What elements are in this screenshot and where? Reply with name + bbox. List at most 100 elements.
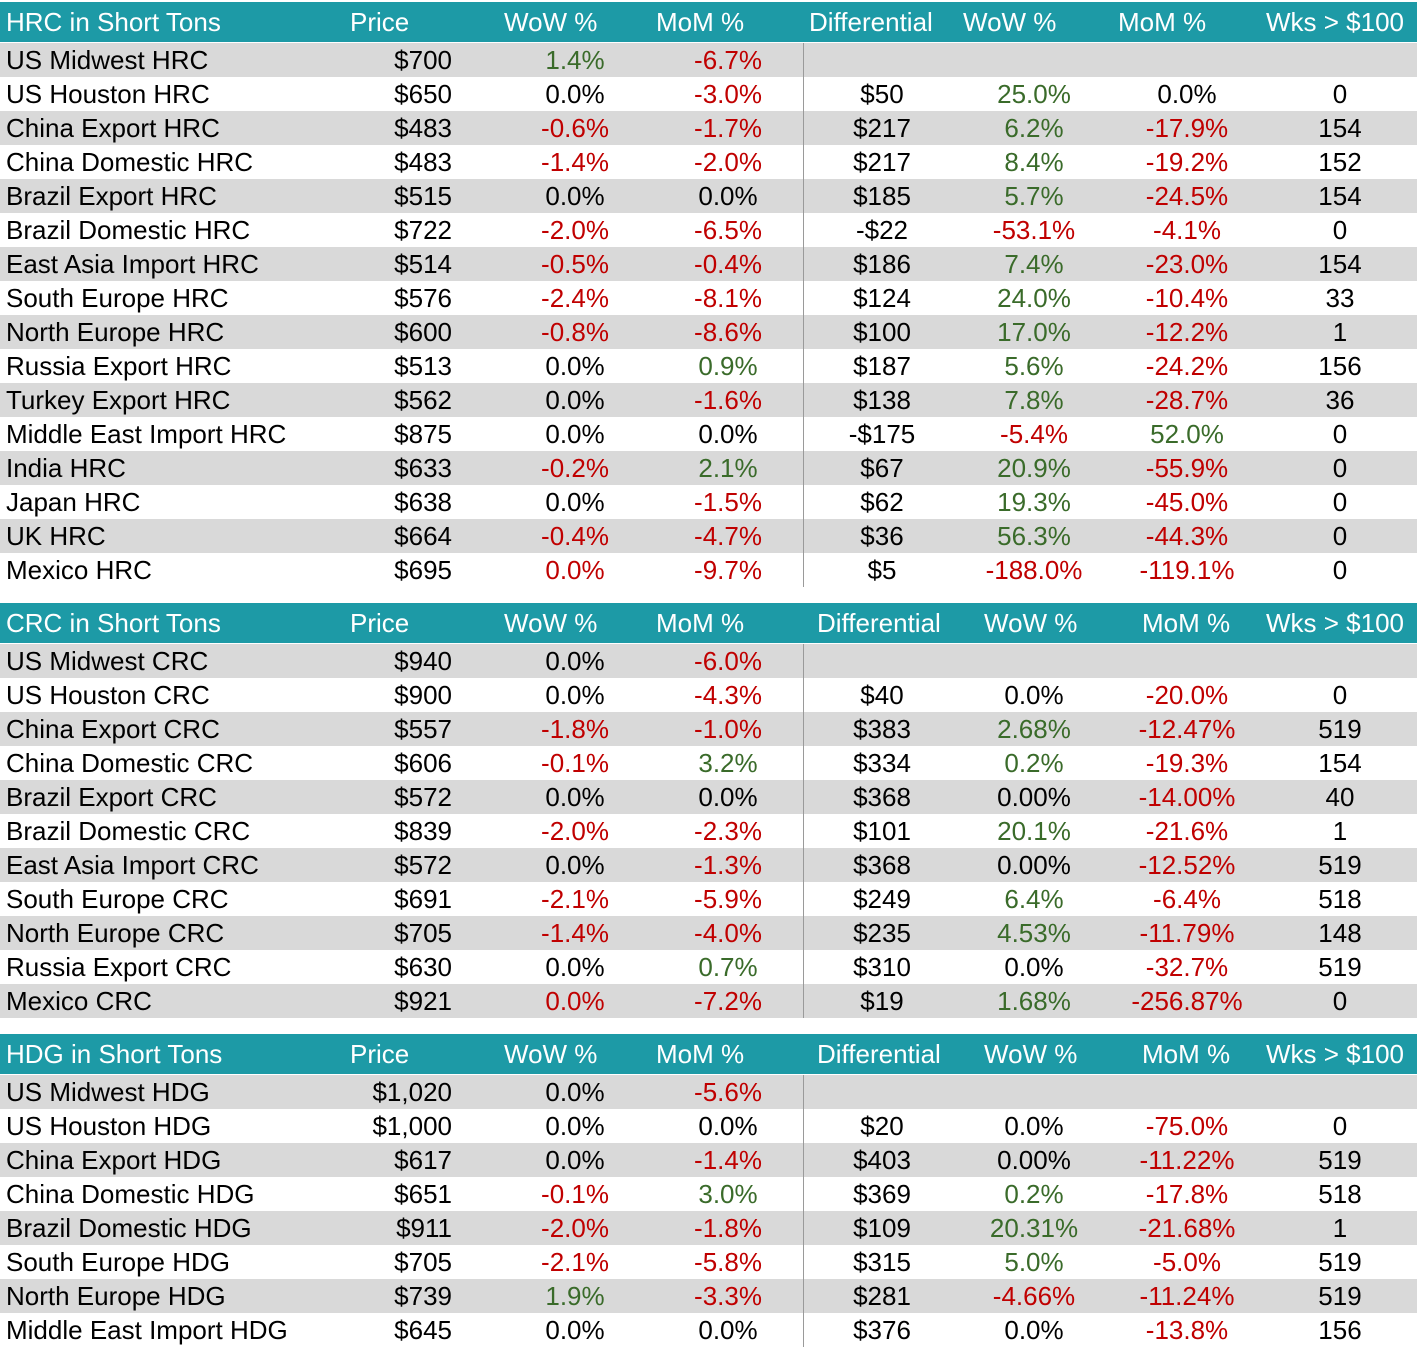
wow-cell: -2.0% bbox=[541, 215, 609, 245]
mom-cell: 0.0% bbox=[698, 1315, 758, 1345]
region-cell: South Europe HDG bbox=[6, 1247, 231, 1277]
diff-wow-cell: 20.9% bbox=[997, 453, 1071, 483]
mom-cell: -8.6% bbox=[694, 317, 762, 347]
mom-header: MoM % bbox=[656, 7, 745, 37]
differential-header: Differential bbox=[817, 608, 941, 638]
diff-wow-cell: 0.2% bbox=[1004, 748, 1064, 778]
mom-header: MoM % bbox=[656, 608, 745, 638]
table-row: US Houston HRC $650 0.0% -3.0% $50 25.0% 0.0% 0 bbox=[0, 77, 1417, 111]
price-cell: $705 bbox=[394, 1247, 452, 1277]
mom-cell: -5.6% bbox=[694, 1077, 762, 1107]
diff-wow-cell: 0.0% bbox=[1004, 1111, 1064, 1141]
table-row: Russia Export HRC $513 0.0% 0.9% $187 5.6% -24… bbox=[0, 349, 1417, 383]
price-cell: $705 bbox=[394, 918, 452, 948]
region-cell: Brazil Domestic HDG bbox=[6, 1213, 252, 1243]
diff-mom-cell: -19.2% bbox=[1145, 147, 1229, 177]
price-cell: $722 bbox=[394, 215, 452, 245]
differential-cell: $100 bbox=[853, 317, 911, 347]
region-cell: US Houston HDG bbox=[6, 1111, 212, 1141]
mom-header: MoM % bbox=[656, 1039, 745, 1069]
weeks-cell: 0 bbox=[1332, 521, 1348, 551]
differential-cell: $20 bbox=[860, 1111, 904, 1141]
wow-cell: -0.4% bbox=[541, 521, 609, 551]
diff-mom-cell: -75.0% bbox=[1145, 1111, 1229, 1141]
region-cell: Brazil Export CRC bbox=[6, 782, 217, 812]
region-cell: Turkey Export HRC bbox=[6, 385, 231, 415]
table-row: Brazil Domestic CRC $839 -2.0% -2.3% $101 20.… bbox=[0, 814, 1417, 848]
mom-cell: 3.2% bbox=[698, 748, 758, 778]
wow-cell: 0.0% bbox=[545, 385, 605, 415]
wow-cell: -0.5% bbox=[541, 249, 609, 279]
wow-cell: 0.0% bbox=[545, 782, 605, 812]
mom-cell: -1.0% bbox=[694, 714, 762, 744]
table-row: UK HRC $664 -0.4% -4.7% $36 56.3% -44.3% 0 bbox=[0, 519, 1417, 553]
price-cell: $695 bbox=[394, 555, 452, 585]
weeks-cell: 154 bbox=[1318, 249, 1362, 279]
diff-wow-cell: 6.4% bbox=[1004, 884, 1064, 914]
weeks-cell: 519 bbox=[1318, 952, 1362, 982]
weeks-cell: 0 bbox=[1332, 1111, 1348, 1141]
differential-cell: $315 bbox=[853, 1247, 911, 1277]
table-row: North Europe HDG $739 1.9% -3.3% $281 -4.66% -… bbox=[0, 1279, 1417, 1313]
table-row: US Houston CRC $900 0.0% -4.3% $40 0.0% -20.0%… bbox=[0, 678, 1417, 712]
differential-cell: $368 bbox=[853, 850, 911, 880]
wow-cell: 0.0% bbox=[545, 646, 605, 676]
differential-cell: $249 bbox=[853, 884, 911, 914]
mom-cell: -4.7% bbox=[694, 521, 762, 551]
wow-cell: 0.0% bbox=[545, 351, 605, 381]
differential-cell: $281 bbox=[853, 1281, 911, 1311]
column-divider bbox=[803, 1075, 804, 1347]
region-cell: China Export CRC bbox=[6, 714, 220, 744]
region-cell: Japan HRC bbox=[6, 487, 141, 517]
price-cell: $513 bbox=[394, 351, 452, 381]
region-cell: East Asia Import CRC bbox=[6, 850, 259, 880]
wow-cell: -0.8% bbox=[541, 317, 609, 347]
diff-mom-cell: -13.8% bbox=[1145, 1315, 1229, 1345]
table-row: South Europe HDG $705 -2.1% -5.8% $315 5.0% -5… bbox=[0, 1245, 1417, 1279]
mom-cell: 0.7% bbox=[698, 952, 758, 982]
table-row: India HRC $633 -0.2% 2.1% $67 20.9% -55.9% 0 bbox=[0, 451, 1417, 485]
weeks-cell: 33 bbox=[1325, 283, 1355, 313]
price-cell: $691 bbox=[394, 884, 452, 914]
table-row: China Export CRC $557 -1.8% -1.0% $383 2.68% -… bbox=[0, 712, 1417, 746]
diff-wow-cell: -5.4% bbox=[1000, 419, 1068, 449]
table-row: China Domestic HRC $483 -1.4% -2.0% $217 8.4%… bbox=[0, 145, 1417, 179]
diff-mom-cell: -23.0% bbox=[1145, 249, 1229, 279]
price-cell: $650 bbox=[394, 79, 452, 109]
region-cell: China Domestic CRC bbox=[6, 748, 254, 778]
wow-cell: 0.0% bbox=[545, 1145, 605, 1175]
differential-cell: -$22 bbox=[855, 215, 909, 245]
table-row: East Asia Import HRC $514 -0.5% -0.4% $186 7.… bbox=[0, 247, 1417, 281]
mom-cell: -4.3% bbox=[694, 680, 762, 710]
diff-mom-cell: -45.0% bbox=[1145, 487, 1229, 517]
diff-wow-cell: 56.3% bbox=[997, 521, 1071, 551]
diff-wow-cell: 19.3% bbox=[997, 487, 1071, 517]
column-divider bbox=[803, 644, 804, 1018]
mom-cell: -2.0% bbox=[694, 147, 762, 177]
hdg-header-bar: HDG in Short Tons Price WoW % MoM % Differen… bbox=[0, 1034, 1417, 1074]
region-cell: Brazil Domestic CRC bbox=[6, 816, 251, 846]
table-row: Brazil Domestic HRC $722 -2.0% -6.5% -$22 -53… bbox=[0, 213, 1417, 247]
wow-header: WoW % bbox=[504, 7, 598, 37]
wow-cell: 1.4% bbox=[545, 45, 605, 75]
diff-mom-cell: -256.87% bbox=[1131, 986, 1243, 1016]
differential-header: Differential bbox=[809, 7, 933, 37]
wow-cell: 0.0% bbox=[545, 181, 605, 211]
diff-wow-cell: -4.66% bbox=[992, 1281, 1076, 1311]
price-cell: $514 bbox=[394, 249, 452, 279]
price-cell: $630 bbox=[394, 952, 452, 982]
price-cell: $921 bbox=[394, 986, 452, 1016]
wow-cell: -2.0% bbox=[541, 816, 609, 846]
weeks-cell: 0 bbox=[1332, 680, 1348, 710]
differential-cell: $138 bbox=[853, 385, 911, 415]
mom-cell: -1.8% bbox=[694, 1213, 762, 1243]
table-row: Mexico HRC $695 0.0% -9.7% $5 -188.0% -119.1% 0 bbox=[0, 553, 1417, 587]
weeks-cell: 154 bbox=[1318, 113, 1362, 143]
diff-mom-cell: -12.52% bbox=[1138, 850, 1236, 880]
diff-wow-cell: 20.31% bbox=[989, 1213, 1079, 1243]
mom-cell: 0.9% bbox=[698, 351, 758, 381]
mom-cell: -6.7% bbox=[694, 45, 762, 75]
diff-mom-cell: -11.79% bbox=[1139, 918, 1235, 948]
price-cell: $515 bbox=[394, 181, 452, 211]
mom-cell: -4.0% bbox=[694, 918, 762, 948]
